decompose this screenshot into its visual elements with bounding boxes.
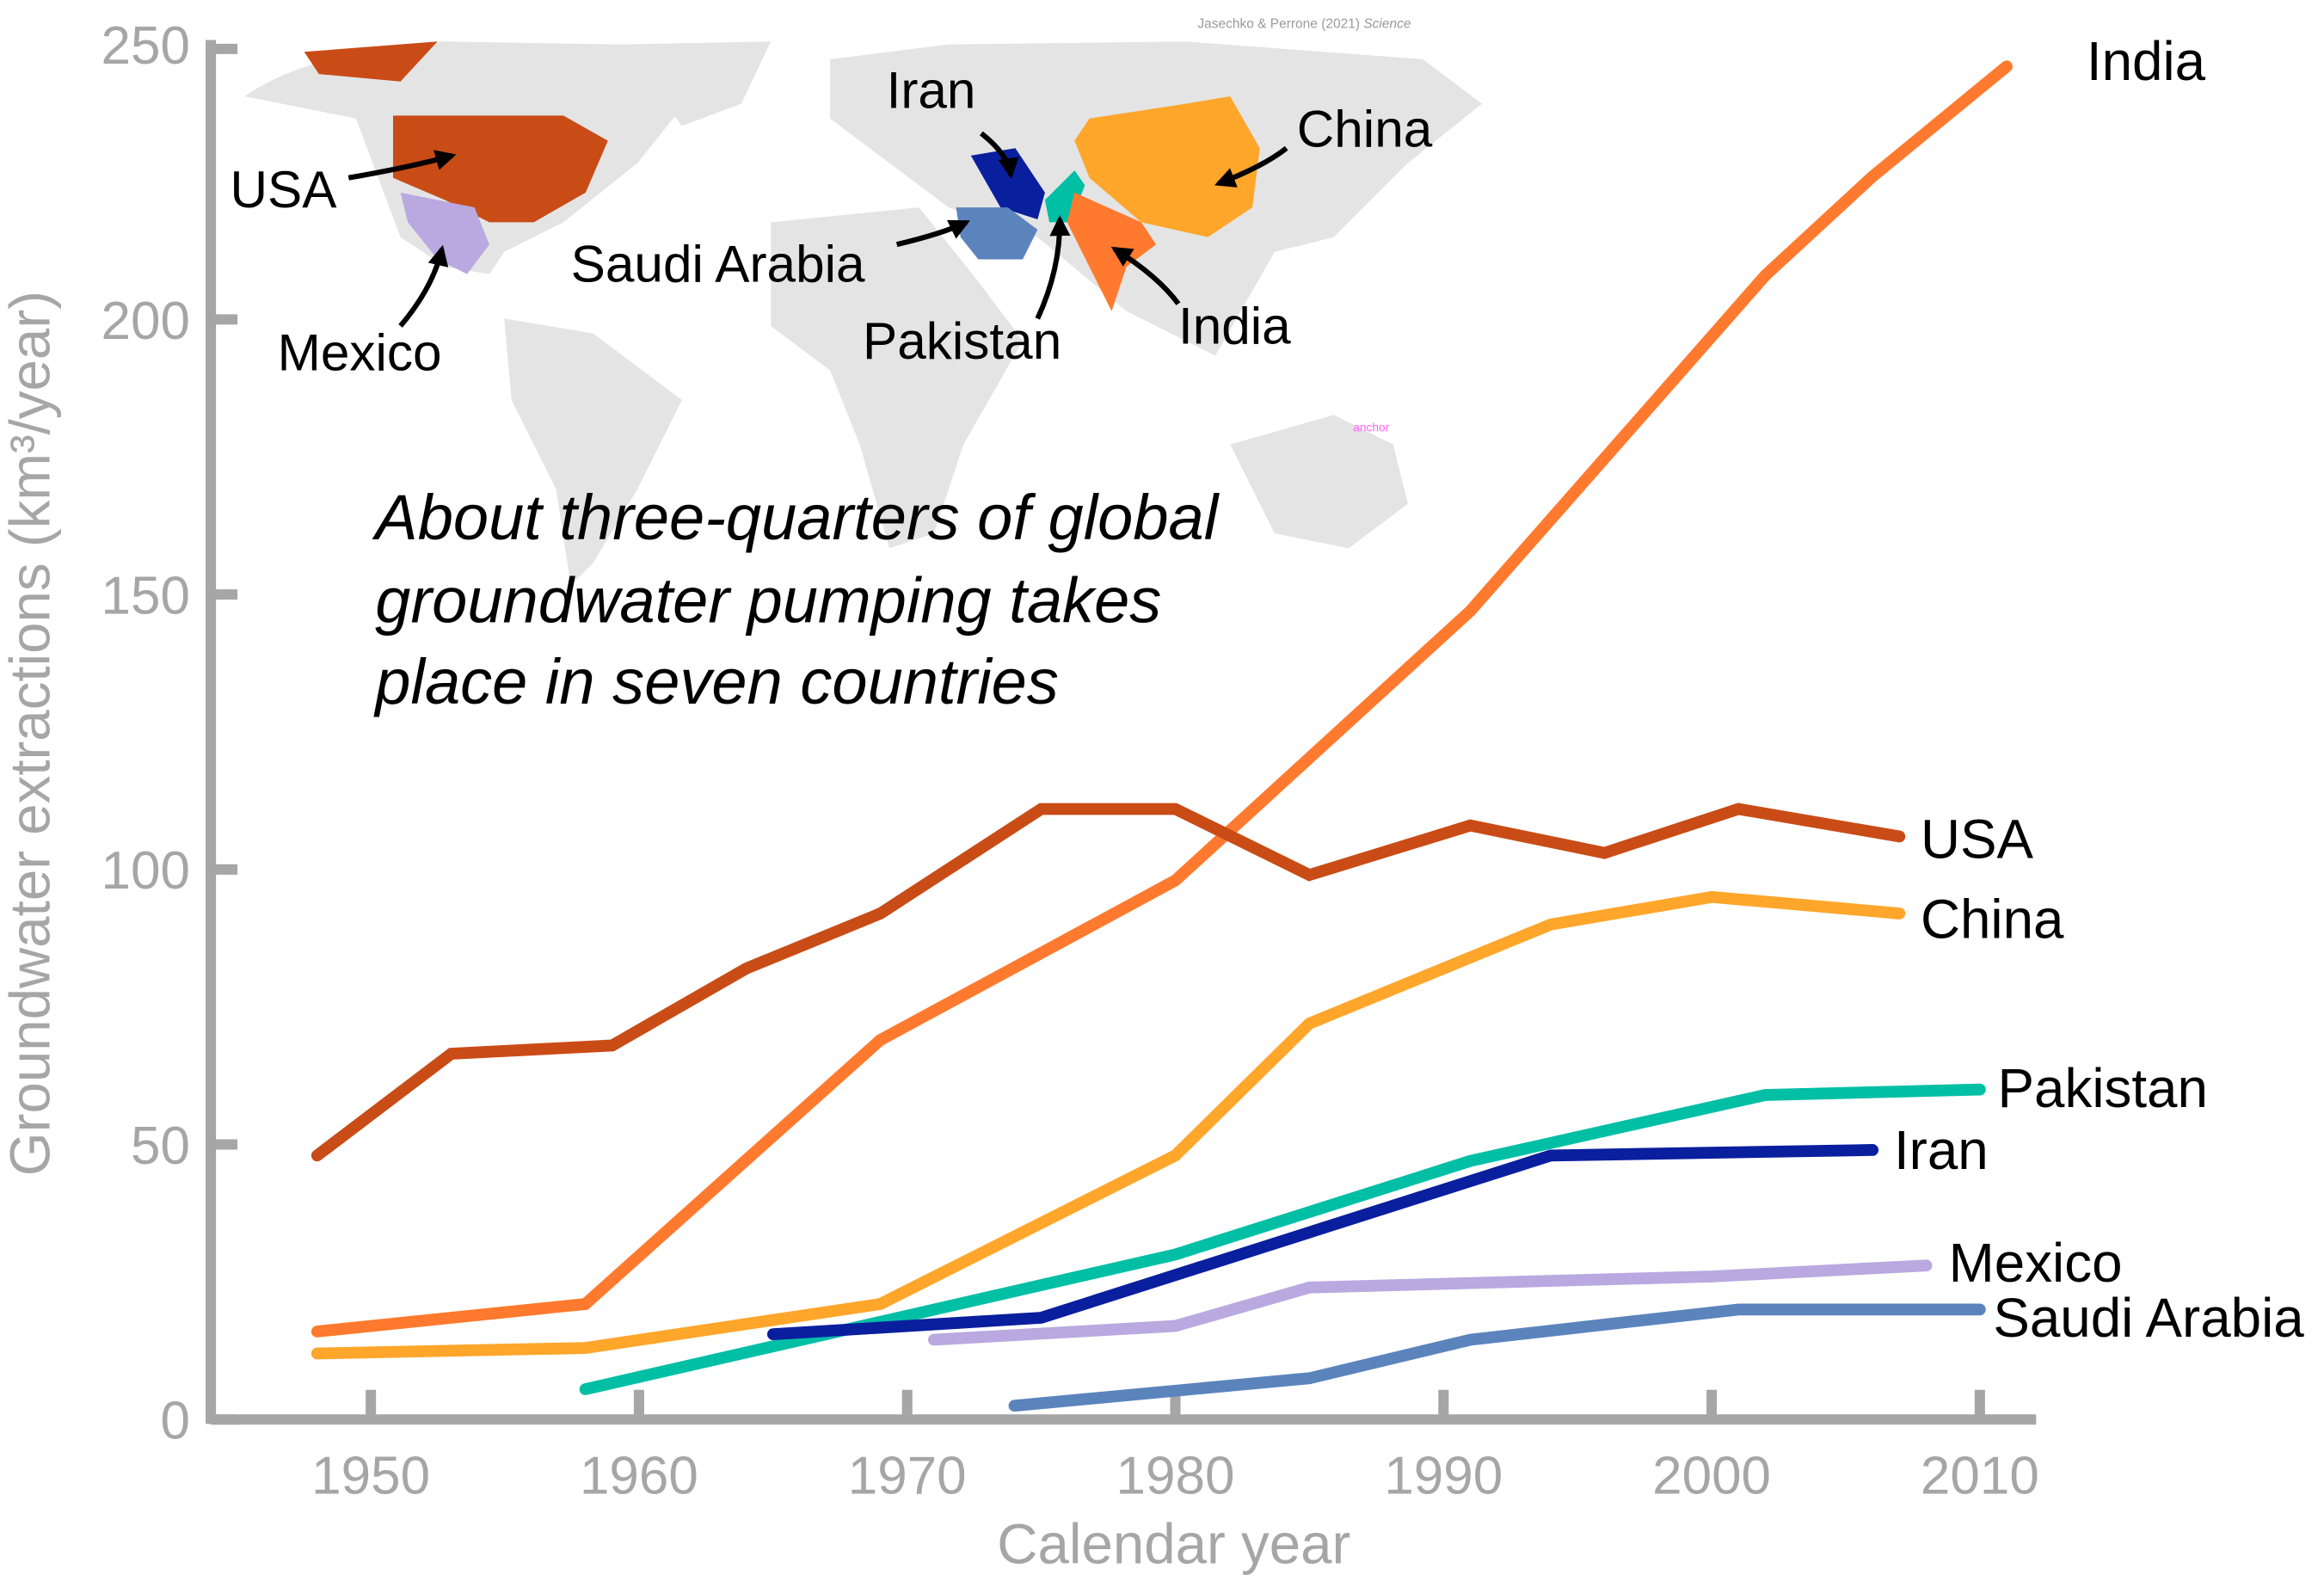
map-anchor-label: anchor (1353, 421, 1390, 434)
map-south-america (504, 318, 682, 586)
map-africa (771, 207, 1024, 549)
map-label-usa: USA (230, 160, 337, 218)
map-usa (392, 115, 608, 223)
map-label-mexico: Mexico (278, 323, 442, 382)
map-arrow-india (1110, 246, 1181, 305)
map-china (1074, 95, 1260, 237)
map-arrow-pakistan (1035, 215, 1071, 320)
map-saudi-arabia (956, 207, 1038, 260)
y-tick-label: 150 (101, 566, 190, 625)
map-arrow-saudi-arabia (895, 219, 970, 248)
map-label-india: India (1178, 297, 1291, 355)
x-tick-label: 1970 (848, 1446, 967, 1505)
map-arrow-mexico (398, 244, 449, 328)
y-tick-label: 200 (101, 292, 190, 351)
world-map-inset: Jasechko & Perrone (2021) Science anchor (244, 17, 1483, 586)
credit-authors: Jasechko & Perrone (2021) (1197, 17, 1360, 32)
series-line-india (310, 60, 2013, 1338)
y-tick-label: 250 (101, 16, 190, 76)
series-label-india: India (2087, 30, 2206, 92)
series-label-pakistan: Pakistan (1998, 1057, 2208, 1119)
map-arrow-china (1214, 145, 1288, 188)
series-line-usa (310, 803, 1906, 1162)
series-label-iran: Iran (1894, 1119, 1989, 1181)
credit-journal: Science (1363, 17, 1411, 32)
series-line-iran (766, 1144, 1879, 1341)
series-line-mexico (928, 1259, 1933, 1346)
map-labels: USA Mexico Iran Saudi Arabia Pakistan India Ch… (230, 61, 1432, 382)
annotation-line-3: place in seven countries (373, 646, 1059, 717)
map-arrow-iran (979, 131, 1019, 180)
map-iran (970, 148, 1045, 219)
x-tick-label: 1980 (1116, 1446, 1235, 1505)
series-line-saudi-arabia (1008, 1303, 1986, 1412)
axes: 0 50 100 150 200 250 1950 1960 1970 1980 1990 2000 2… (101, 16, 2039, 1505)
series-label-usa: USA (1921, 808, 2034, 870)
map-label-saudi-arabia: Saudi Arabia (571, 234, 865, 292)
map-alaska (304, 41, 438, 82)
annotation-line-2: groundwater pumping takes (375, 564, 1161, 636)
series-line-china (310, 890, 1906, 1360)
x-tick-label: 1960 (580, 1446, 698, 1505)
map-australia (1230, 415, 1408, 549)
y-tick-label: 50 (131, 1117, 190, 1176)
map-label-pakistan: Pakistan (863, 311, 1061, 370)
map-mexico (400, 192, 489, 274)
credit-text: Jasechko & Perrone (2021) Science (1197, 17, 1411, 32)
x-tick-label: 1950 (311, 1446, 430, 1505)
x-tick-label: 1990 (1384, 1446, 1503, 1505)
x-tick-label: 2010 (1921, 1446, 2039, 1505)
series-line-pakistan (579, 1083, 1986, 1395)
y-tick-label: 0 (160, 1392, 189, 1451)
annotation-line-1: About three-quarters of global (372, 482, 1220, 553)
series-label-china: China (1921, 888, 2064, 950)
map-greenland (622, 41, 772, 126)
map-label-china: China (1297, 100, 1433, 158)
map-arrow-usa (347, 150, 457, 181)
y-axis-label: Groundwater extractions (km³/year) (0, 291, 61, 1176)
x-axis-label: Calendar year (997, 1512, 1350, 1575)
map-label-iran: Iran (887, 61, 976, 120)
x-tick-label: 2000 (1652, 1446, 1771, 1505)
annotation: About three-quarters of global groundwat… (372, 482, 1220, 717)
y-tick-label: 100 (101, 841, 190, 901)
series-label-mexico: Mexico (1949, 1232, 2123, 1294)
series-label-saudi-arabia: Saudi Arabia (1993, 1287, 2304, 1349)
